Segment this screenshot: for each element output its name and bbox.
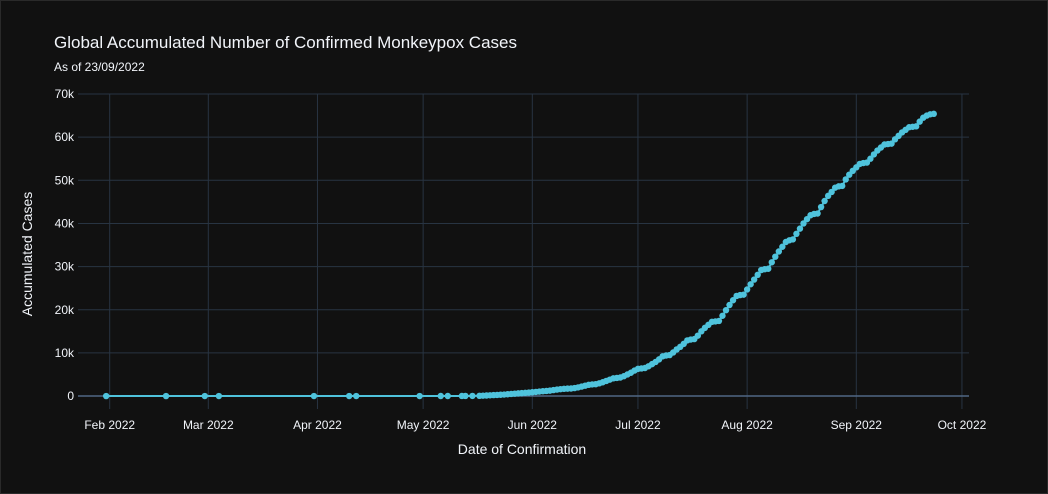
data-point: [469, 392, 476, 400]
series-cases: [102, 110, 937, 400]
y-tick-label: 60k: [55, 130, 75, 144]
x-tick-label: Mar 2022: [183, 418, 234, 432]
y-tick-label: 70k: [55, 87, 75, 101]
y-tick-label: 20k: [55, 303, 75, 317]
data-point: [162, 392, 170, 400]
data-point: [814, 210, 821, 217]
series-line: [106, 112, 934, 398]
chart-title: Global Accumulated Number of Confirmed M…: [54, 33, 517, 52]
data-point: [437, 392, 444, 400]
data-point: [715, 317, 723, 325]
data-point: [201, 392, 208, 400]
data-point: [743, 286, 751, 293]
y-tick-labels: 0 10k 20k 30k 40k 50k 60k 70k: [55, 87, 75, 403]
y-tick-label: 30k: [55, 260, 75, 274]
data-point: [310, 392, 318, 400]
data-point: [828, 188, 835, 196]
y-tick-label: 40k: [55, 216, 75, 230]
data-point: [729, 297, 737, 304]
x-tick-label: Oct 2022: [938, 418, 987, 432]
data-point: [839, 182, 846, 190]
data-point: [694, 332, 702, 339]
data-point: [754, 271, 761, 278]
x-gridlines: [109, 94, 963, 409]
y-tick-label: 10k: [55, 346, 75, 360]
data-point: [793, 230, 800, 238]
data-point: [462, 392, 469, 400]
x-tick-label: Feb 2022: [84, 418, 135, 432]
data-point: [888, 140, 895, 147]
x-tick-label: Aug 2022: [721, 418, 773, 432]
x-tick-label: Apr 2022: [293, 418, 342, 432]
data-point: [867, 155, 874, 162]
data-point: [789, 236, 797, 243]
data-point: [719, 312, 726, 319]
data-point: [930, 110, 937, 118]
x-tick-label: Jul 2022: [615, 418, 661, 432]
data-point: [444, 392, 451, 400]
data-point: [779, 243, 786, 250]
data-point: [353, 392, 360, 400]
data-point: [772, 253, 779, 260]
data-point: [817, 203, 825, 211]
data-point: [842, 176, 849, 183]
data-point: [768, 259, 775, 266]
data-point: [345, 392, 353, 400]
data-point: [215, 392, 223, 400]
data-point: [726, 301, 733, 309]
y-gridlines: [78, 93, 969, 354]
data-point: [765, 265, 772, 272]
x-tick-label: May 2022: [397, 418, 450, 432]
x-tick-labels: Feb 2022 Mar 2022 Apr 2022 May 2022 Jun 2022…: [84, 418, 986, 432]
data-point: [775, 248, 783, 255]
y-axis-title: Accumulated Cases: [19, 192, 35, 317]
x-tick-label: Sep 2022: [831, 418, 883, 432]
x-axis-title: Date of Confirmation: [458, 441, 586, 457]
data-point: [796, 225, 804, 232]
y-tick-label: 50k: [55, 173, 75, 187]
data-point: [722, 306, 730, 314]
data-point: [416, 392, 423, 400]
data-point: [102, 392, 110, 400]
data-point: [747, 281, 754, 288]
data-point: [912, 123, 920, 130]
y-tick-label: 0: [67, 389, 74, 403]
x-tick-label: Jun 2022: [508, 418, 558, 432]
data-point: [800, 220, 807, 227]
data-point: [750, 276, 758, 283]
data-point: [821, 197, 828, 205]
data-point: [740, 291, 747, 298]
chart-subtitle: As of 23/09/2022: [54, 60, 145, 74]
